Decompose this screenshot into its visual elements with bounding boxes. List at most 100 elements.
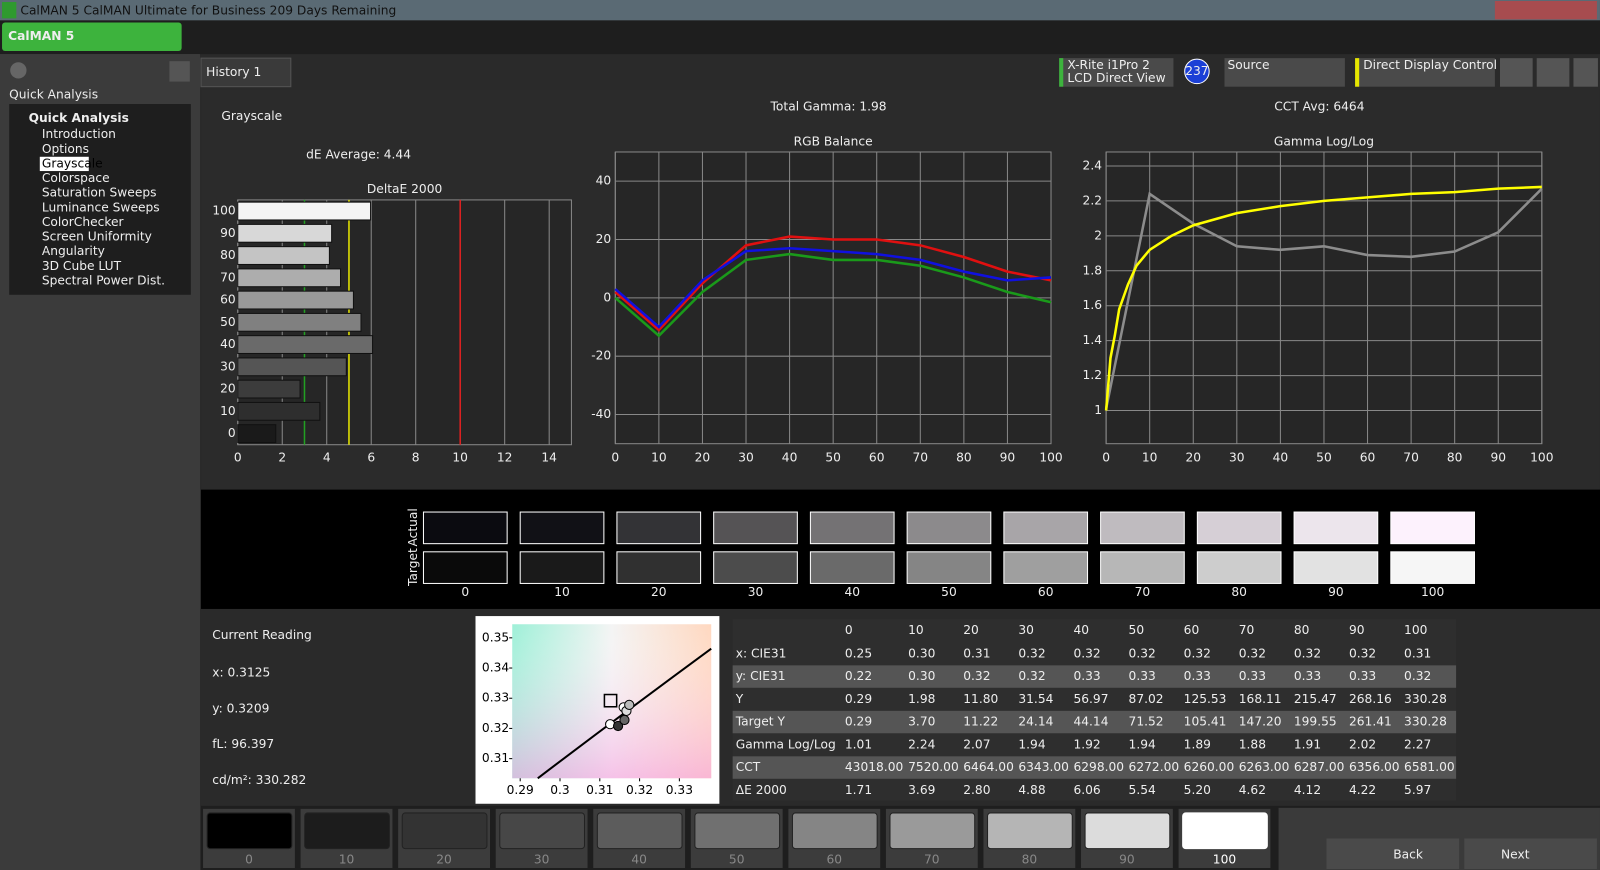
table-cell: 125.53: [1184, 692, 1227, 706]
chart-title: Gamma Log/Log: [1274, 134, 1374, 148]
tree-item[interactable]: ColorChecker: [42, 215, 125, 229]
back-button[interactable]: [1326, 838, 1460, 870]
y-tick-label: 0: [228, 426, 236, 440]
y-tick-label: 20: [220, 382, 236, 396]
collapse-button[interactable]: [169, 61, 190, 82]
table-cell: 330.28: [1404, 692, 1447, 706]
table-header: 30: [1018, 623, 1034, 637]
patch-label: 80: [1022, 852, 1038, 866]
y-tick-label: 1: [1094, 403, 1102, 417]
tree-item[interactable]: Angularity: [42, 244, 105, 258]
tree-item[interactable]: Luminance Sweeps: [42, 200, 160, 214]
table-header: 100: [1404, 623, 1427, 637]
tree-item[interactable]: Screen Uniformity: [42, 230, 152, 244]
next-label[interactable]: Next: [1501, 847, 1530, 861]
chart-title: DeltaE 2000: [367, 182, 442, 196]
window-controls[interactable]: [1494, 1, 1597, 20]
reading-x: x: 0.3125: [212, 666, 270, 680]
x-tick-label: 70: [1403, 450, 1419, 464]
bar: [237, 357, 347, 377]
tree-item[interactable]: Colorspace: [42, 171, 110, 185]
settings-button[interactable]: [1499, 58, 1533, 87]
series-line: [1104, 187, 1543, 410]
source-select[interactable]: [1224, 58, 1345, 87]
table-cell: 2.02: [1349, 737, 1376, 751]
swatch-label: 90: [1328, 585, 1344, 599]
swatch-label: 60: [1038, 585, 1054, 599]
table-cell: 6343.00: [1018, 760, 1069, 774]
tree-item[interactable]: Introduction: [42, 127, 116, 141]
sidebar-title: Quick Analysis: [9, 87, 98, 101]
table-cell: 199.55: [1294, 715, 1337, 729]
tree-root: Quick Analysis: [29, 111, 129, 125]
swatch-label: 50: [941, 585, 957, 599]
x-tick-label: 50: [825, 450, 841, 464]
tree-item[interactable]: Saturation Sweeps: [42, 186, 157, 200]
table-cell: Target Y: [735, 715, 786, 729]
table-header: 10: [908, 623, 924, 637]
y-tick-label: 0.34: [482, 661, 509, 675]
table-cell: 0.33: [1073, 669, 1100, 683]
target-swatch: [422, 551, 508, 584]
actual-swatch: [422, 511, 508, 545]
x-tick-label: 0.32: [626, 783, 653, 797]
table-cell: 147.20: [1239, 715, 1282, 729]
actual-swatch: [1100, 511, 1185, 545]
table-header: 70: [1239, 623, 1255, 637]
de-average: dE Average: 4.44: [306, 148, 411, 162]
sidebar-icon[interactable]: [10, 62, 27, 79]
table-cell: 0.32: [1294, 646, 1321, 660]
table-row-shade: [732, 665, 1457, 688]
table-cell: 1.01: [845, 737, 872, 751]
menu-strip: [0, 20, 1600, 55]
table-cell: 11.80: [963, 692, 998, 706]
logo-button[interactable]: [2, 22, 182, 51]
next-button[interactable]: [1464, 838, 1597, 870]
meter-select[interactable]: [1059, 58, 1174, 87]
y-tick-label: -20: [591, 349, 611, 363]
tree-item[interactable]: Grayscale: [42, 156, 103, 170]
panel-button[interactable]: [1573, 58, 1598, 87]
bar: [237, 379, 301, 399]
table-cell: 0.32: [1239, 646, 1266, 660]
tab-label[interactable]: History 1: [206, 65, 261, 79]
table-header: 0: [845, 623, 853, 637]
bar: [237, 335, 374, 354]
table-cell: 0.32: [1018, 646, 1045, 660]
patch-swatch: [206, 812, 293, 850]
back-label[interactable]: Back: [1393, 847, 1424, 861]
patch-swatch: [1182, 812, 1268, 850]
table-cell: 0.32: [1018, 669, 1045, 683]
tab[interactable]: [200, 57, 292, 88]
x-tick-label: 6: [367, 450, 375, 464]
tree-item[interactable]: Options: [42, 142, 89, 156]
help-button[interactable]: [1536, 58, 1570, 87]
display-label: Direct Display Control: [1363, 58, 1497, 72]
tree-item[interactable]: Spectral Power Dist.: [42, 274, 165, 288]
table-cell: 2.80: [963, 783, 990, 797]
meter-badge[interactable]: [1184, 58, 1210, 85]
swatch-label: 80: [1231, 585, 1247, 599]
table-cell: 6356.00: [1349, 760, 1400, 774]
x-tick-label: 2: [278, 450, 286, 464]
display-select[interactable]: [1355, 58, 1495, 87]
x-tick-label: 60: [869, 450, 885, 464]
swatch-label: 100: [1421, 585, 1444, 599]
table-cell: 268.16: [1349, 692, 1392, 706]
actual-swatch: [713, 511, 798, 545]
point: [612, 720, 624, 732]
target-swatch: [713, 551, 798, 584]
table-cell: 0.22: [845, 669, 872, 683]
tree-panel: [9, 104, 191, 295]
x-tick-label: 40: [1273, 450, 1289, 464]
table-cell: 0.33: [1294, 669, 1321, 683]
table-cell: y: CIE31: [736, 669, 786, 683]
patch-label: 20: [436, 852, 452, 866]
swatch-label: 0: [461, 585, 469, 599]
table-cell: 1.91: [1294, 737, 1321, 751]
patch-label: 10: [339, 852, 355, 866]
row-label: Target: [406, 548, 420, 587]
tree-item[interactable]: 3D Cube LUT: [42, 259, 122, 273]
table-cell: 6272.00: [1129, 760, 1180, 774]
